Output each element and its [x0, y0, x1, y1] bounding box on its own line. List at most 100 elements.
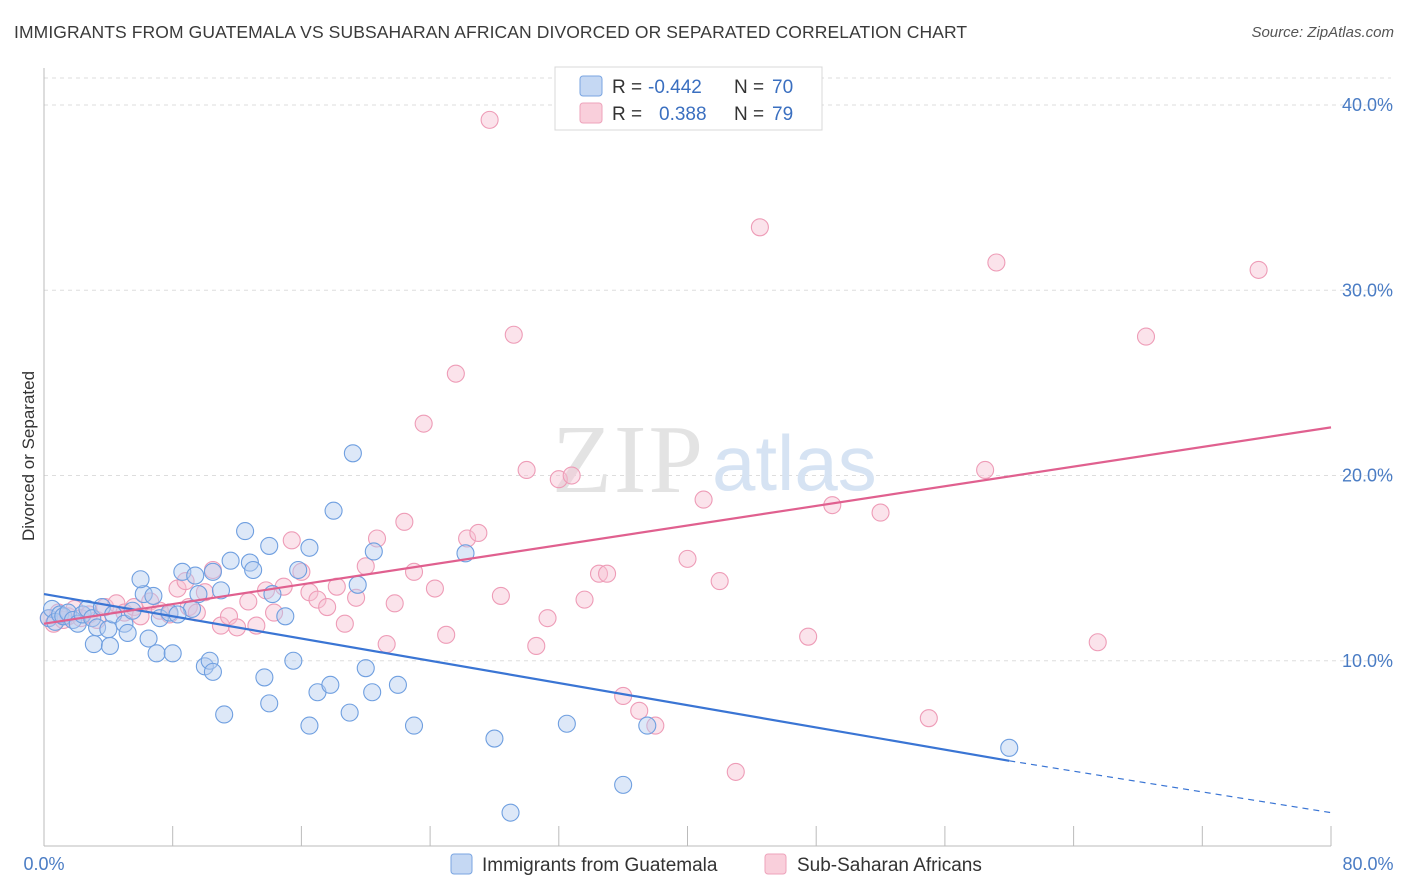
- stats-n-value-1: 70: [772, 77, 793, 98]
- guatemala-point: [388, 675, 407, 694]
- sub-saharan-point: [517, 460, 536, 480]
- guatemala-point: [200, 651, 219, 670]
- guatemala-point: [324, 501, 343, 520]
- x-tick-label-min: 0.0%: [23, 854, 64, 874]
- x-ticks: [43, 826, 1332, 846]
- sub-saharan-point: [141, 592, 160, 611]
- guatemala-point: [221, 551, 240, 570]
- guatemala-point: [614, 775, 633, 794]
- guatemala-point: [284, 651, 303, 670]
- stats-legend-swatch-pink: [579, 102, 603, 124]
- sub-saharan-point: [425, 579, 444, 598]
- stats-r-value-1: -0.442: [648, 77, 702, 98]
- sub-saharan-point: [385, 594, 404, 613]
- x-tick-label-max: 80.0%: [1342, 854, 1393, 874]
- sub-saharan-point: [437, 625, 456, 644]
- guatemala-point: [456, 544, 475, 563]
- sub-saharan-point: [750, 218, 769, 237]
- guatemala-point: [300, 538, 319, 557]
- sub-saharan-point: [347, 588, 366, 607]
- guatemala-point: [356, 659, 375, 678]
- guatemala-point: [139, 629, 158, 648]
- stats-n-label-1: N =: [734, 77, 764, 98]
- guatemala-point: [118, 623, 137, 643]
- guatemala-point: [131, 570, 150, 589]
- sub-saharan-point: [871, 503, 890, 522]
- sub-saharan-point: [195, 583, 214, 602]
- sub-saharan-point: [799, 627, 818, 646]
- sub-saharan-point: [239, 592, 258, 611]
- sub-saharan-point: [356, 557, 375, 576]
- watermark-atlas: atlas: [712, 419, 877, 507]
- y-tick-label: 30.0%: [1342, 280, 1393, 300]
- sub-saharan-point: [292, 562, 311, 581]
- sub-saharan-point: [414, 414, 433, 433]
- guatemala-point: [404, 716, 424, 735]
- guatemala-point: [215, 705, 234, 724]
- guatemala-point: [300, 716, 319, 735]
- guatemala-point: [364, 542, 383, 561]
- guatemala-point: [100, 636, 120, 655]
- sub-saharan-point: [335, 614, 354, 633]
- sub-saharan-point: [562, 466, 581, 485]
- sub-saharan-point: [987, 253, 1006, 272]
- sub-saharan-point: [504, 325, 523, 344]
- trend-line-sub-saharan: [43, 426, 1332, 625]
- guatemala-point: [236, 522, 255, 541]
- sub-saharan-point: [480, 110, 499, 129]
- watermark: ZIP atlas: [552, 406, 877, 514]
- guatemala-point: [168, 605, 187, 624]
- sub-saharan-point: [1136, 327, 1156, 346]
- guatemala-point: [260, 694, 279, 713]
- guatemala-point: [163, 644, 182, 663]
- y-axis-title: Divorced or Separated: [19, 371, 38, 541]
- chart-title: IMMIGRANTS FROM GUATEMALA VS SUBSAHARAN …: [14, 22, 968, 42]
- guatemala-point: [276, 607, 295, 626]
- guatemala-point: [260, 536, 279, 555]
- sub-saharan-point: [726, 762, 745, 781]
- stats-legend: R = -0.442 N = 70 R = 0.388 N = 79: [554, 66, 823, 131]
- sub-saharan-point: [491, 586, 510, 605]
- y-tick-label: 20.0%: [1342, 466, 1393, 486]
- guatemala-point: [348, 575, 367, 594]
- guatemala-point: [321, 675, 340, 694]
- guatemala-point: [203, 662, 222, 681]
- y-tick-label: 10.0%: [1342, 651, 1393, 671]
- guatemala-point: [84, 635, 103, 654]
- legend-swatch-sub-saharan: [764, 853, 787, 875]
- guatemala-point: [485, 729, 504, 748]
- sub-saharan-point: [395, 512, 414, 531]
- stats-r-value-2: 0.388: [659, 104, 707, 125]
- legend-label-sub-saharan: Sub-Saharan Africans: [797, 855, 982, 876]
- legend-label-guatemala: Immigrants from Guatemala: [482, 855, 718, 876]
- sub-saharan-point: [308, 590, 327, 609]
- stats-n-value-2: 79: [772, 104, 793, 125]
- x-tick-labels: 0.0% 80.0%: [23, 854, 1393, 874]
- sub-saharan-point: [976, 460, 995, 480]
- sub-saharan-point: [598, 564, 617, 583]
- watermark-zip: ZIP: [552, 406, 705, 514]
- sub-saharan-point: [630, 701, 649, 720]
- guatemala-point: [147, 644, 166, 663]
- trend-lines: [43, 426, 1332, 814]
- series-sub-saharan-points: [39, 110, 1268, 781]
- guatemala-point: [638, 716, 657, 735]
- stats-legend-swatch-blue: [579, 75, 603, 97]
- trend-line-guatemala-extension: [1009, 760, 1332, 814]
- sub-saharan-point: [678, 549, 697, 568]
- sub-saharan-point: [1088, 633, 1107, 652]
- y-tick-labels: 10.0% 20.0% 30.0% 40.0%: [1342, 95, 1393, 671]
- guatemala-point: [144, 586, 163, 605]
- sub-saharan-point: [318, 597, 337, 617]
- sub-saharan-point: [575, 590, 594, 609]
- guatemala-point: [255, 668, 274, 687]
- trend-line-guatemala: [43, 592, 1010, 762]
- guatemala-point: [186, 566, 205, 585]
- guatemala-point: [244, 560, 263, 580]
- guatemala-point: [211, 581, 231, 600]
- guatemala-point: [340, 703, 359, 722]
- sub-saharan-point: [469, 523, 488, 542]
- sub-saharan-point: [1249, 260, 1268, 279]
- sub-saharan-point: [527, 636, 546, 655]
